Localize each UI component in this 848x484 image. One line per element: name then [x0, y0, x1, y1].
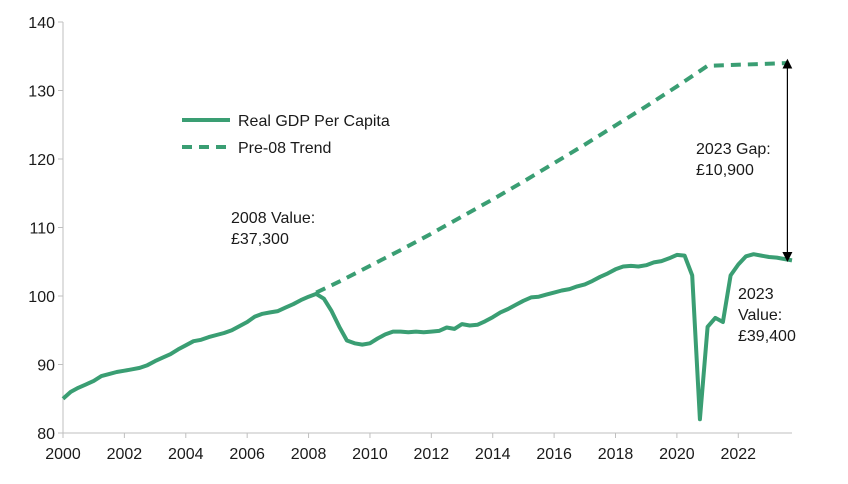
- annotation-2023-line1: 2023: [738, 286, 774, 303]
- legend-item-trend: Pre-08 Trend: [182, 140, 331, 157]
- x-tick-label: 2000: [45, 446, 81, 463]
- annotation-2023-line2: Value:: [738, 307, 782, 324]
- axes: [62, 22, 792, 434]
- x-tick-label: 2020: [659, 446, 695, 463]
- annotation-2023-value: 2023 Value: £39,400: [738, 286, 796, 345]
- y-tick-label: 140: [28, 15, 55, 32]
- y-tick-label: 110: [29, 221, 55, 238]
- real-gdp-per-capita-line: [61, 252, 793, 422]
- x-tick-label: 2018: [598, 446, 634, 463]
- y-tick-label: 80: [37, 426, 55, 443]
- y-tick-label: 90: [37, 358, 55, 375]
- x-tick-label: 2014: [475, 446, 511, 463]
- legend-label-gdp: Real GDP Per Capita: [238, 113, 390, 130]
- annotation-2023-line3: £39,400: [738, 328, 796, 345]
- annotation-2008-value: 2008 Value: £37,300: [231, 210, 320, 248]
- x-tick-label: 2010: [352, 446, 388, 463]
- x-ticks: 2000 2002 2004 2006 2008 2010 2012 2014 2016 2018…: [45, 433, 756, 463]
- y-ticks: 80 90 100 110 120 130 140: [28, 15, 63, 443]
- y-tick-label: 120: [28, 152, 55, 169]
- pre-08-trend-line: [315, 61, 788, 295]
- annotation-gap-line1: 2023 Gap:: [696, 141, 771, 158]
- x-tick-label: 2006: [229, 446, 265, 463]
- annotation-2023-gap: 2023 Gap: £10,900: [696, 141, 775, 179]
- annotation-2008-line1: 2008 Value:: [231, 210, 315, 227]
- annotation-2008-line2: £37,300: [231, 231, 289, 248]
- legend-label-trend: Pre-08 Trend: [238, 140, 331, 157]
- y-tick-label: 100: [28, 289, 55, 306]
- legend: Real GDP Per Capita Pre-08 Trend: [182, 113, 390, 157]
- legend-item-gdp: Real GDP Per Capita: [182, 113, 390, 130]
- x-tick-label: 2012: [414, 446, 450, 463]
- x-tick-label: 2004: [168, 446, 204, 463]
- x-tick-label: 2022: [720, 446, 756, 463]
- x-tick-label: 2008: [291, 446, 327, 463]
- annotation-gap-line2: £10,900: [696, 162, 754, 179]
- x-tick-label: 2002: [107, 446, 143, 463]
- y-tick-label: 130: [28, 84, 55, 101]
- x-tick-label: 2016: [536, 446, 572, 463]
